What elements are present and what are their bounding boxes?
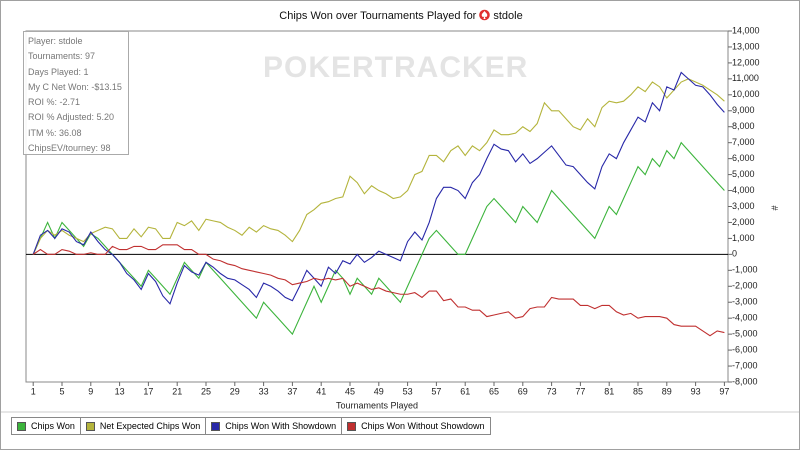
y-tick-label: 7,000 (732, 137, 755, 147)
x-tick-label: 81 (604, 386, 614, 396)
series-line (32, 71, 725, 305)
legend: Chips Won Net Expected Chips Won Chips Won… (11, 417, 491, 435)
legend-swatch (85, 421, 95, 431)
y-tick-label: 10,000 (732, 89, 760, 99)
stat-line: Days Played: 1 (28, 66, 89, 77)
y-tick-label: 4,000 (732, 185, 755, 195)
plot-frame (25, 30, 729, 383)
y-tick-label: 13,000 (732, 41, 760, 51)
y-tick-label: -1,000 (732, 265, 758, 275)
x-tick-label: 97 (719, 386, 729, 396)
y-tick-label: 6,000 (732, 153, 755, 163)
player-name: stdole (493, 10, 523, 22)
legend-swatch (347, 421, 357, 431)
x-tick-label: 5 (59, 386, 64, 396)
y-axis-label: # (770, 205, 780, 210)
y-tick-label: 9,000 (732, 105, 755, 115)
y-tick-label: 0 (732, 249, 737, 259)
chart-title-row: Chips Won over Tournaments Played for std… (1, 9, 799, 22)
y-tick-label: -2,000 (732, 281, 758, 291)
x-tick-label: 13 (115, 386, 125, 396)
legend-item: Chips Won Without Showdown (341, 417, 491, 435)
x-tick-label: 9 (88, 386, 93, 396)
chart-title: Chips Won over Tournaments Played for (279, 10, 477, 22)
x-tick-label: 29 (230, 386, 240, 396)
legend-item: Chips Won (11, 417, 81, 435)
y-tick-label: 11,000 (732, 73, 759, 83)
y-tick-label: 5,000 (732, 169, 755, 179)
y-tick-label: -6,000 (732, 344, 758, 354)
y-tick-label: -3,000 (732, 297, 758, 307)
x-tick-label: 85 (633, 386, 643, 396)
stat-line: Tournaments: 97 (28, 51, 96, 62)
x-tick-label: 93 (691, 386, 701, 396)
x-tick-label: 37 (287, 386, 297, 396)
y-tick-label: 2,000 (732, 217, 755, 227)
y-tick-label: -7,000 (732, 360, 758, 370)
legend-label: Net Expected Chips Won (99, 421, 201, 431)
y-tick-label: 8,000 (732, 121, 755, 131)
y-tick-label: -8,000 (732, 376, 758, 386)
stat-line: ChipsEV/tourney: 98 (28, 143, 111, 154)
spade-icon (479, 9, 491, 21)
x-tick-label: 1 (31, 386, 36, 396)
series-line (32, 78, 725, 255)
x-tick-label: 25 (201, 386, 211, 396)
x-tick-label: 65 (489, 386, 499, 396)
x-tick-label: 21 (172, 386, 182, 396)
stat-line: Player: stdole (28, 36, 83, 46)
watermark: POKERTRACKER (263, 51, 529, 84)
y-tick-label: -5,000 (732, 329, 758, 339)
legend-item: Chips Won With Showdown (205, 417, 343, 435)
legend-swatch (17, 421, 26, 431)
legend-swatch (211, 421, 221, 431)
series-line (32, 244, 725, 337)
x-tick-label: 61 (460, 386, 470, 396)
x-tick-label: 17 (143, 386, 153, 396)
legend-label: Chips Won Without Showdown (361, 421, 485, 431)
x-axis-label: Tournaments Played (336, 400, 418, 410)
y-tick-label: 3,000 (732, 201, 755, 211)
y-tick-label: -4,000 (732, 313, 758, 323)
legend-label: Chips Won (31, 421, 75, 431)
legend-item: Net Expected Chips Won (79, 417, 207, 435)
x-tick-label: 33 (259, 386, 269, 396)
x-tick-label: 45 (345, 386, 355, 396)
x-tick-label: 49 (374, 386, 384, 396)
x-tick-label: 41 (316, 386, 326, 396)
y-tick-label: 1,000 (732, 233, 755, 243)
legend-label: Chips Won With Showdown (225, 421, 337, 431)
x-tick-label: 57 (431, 386, 441, 396)
x-tick-label: 73 (547, 386, 557, 396)
x-tick-label: 69 (518, 386, 528, 396)
stat-line: ITM %: 36.08 (28, 127, 82, 138)
x-tick-label: 89 (662, 386, 672, 396)
stats-box: Player: stdole Tournaments: 97 Days Played… (23, 31, 129, 155)
x-tick-label: 53 (403, 386, 413, 396)
series-line (32, 141, 725, 336)
y-tick-label: 12,000 (732, 57, 760, 67)
x-tick-label: 77 (575, 386, 585, 396)
stat-line: ROI %: -2.71 (28, 97, 81, 108)
y-tick-label: 14,000 (732, 25, 760, 35)
stat-line: ROI % Adjusted: 5.20 (28, 112, 115, 123)
stat-line: My C Net Won: -$13.15 (28, 81, 122, 92)
